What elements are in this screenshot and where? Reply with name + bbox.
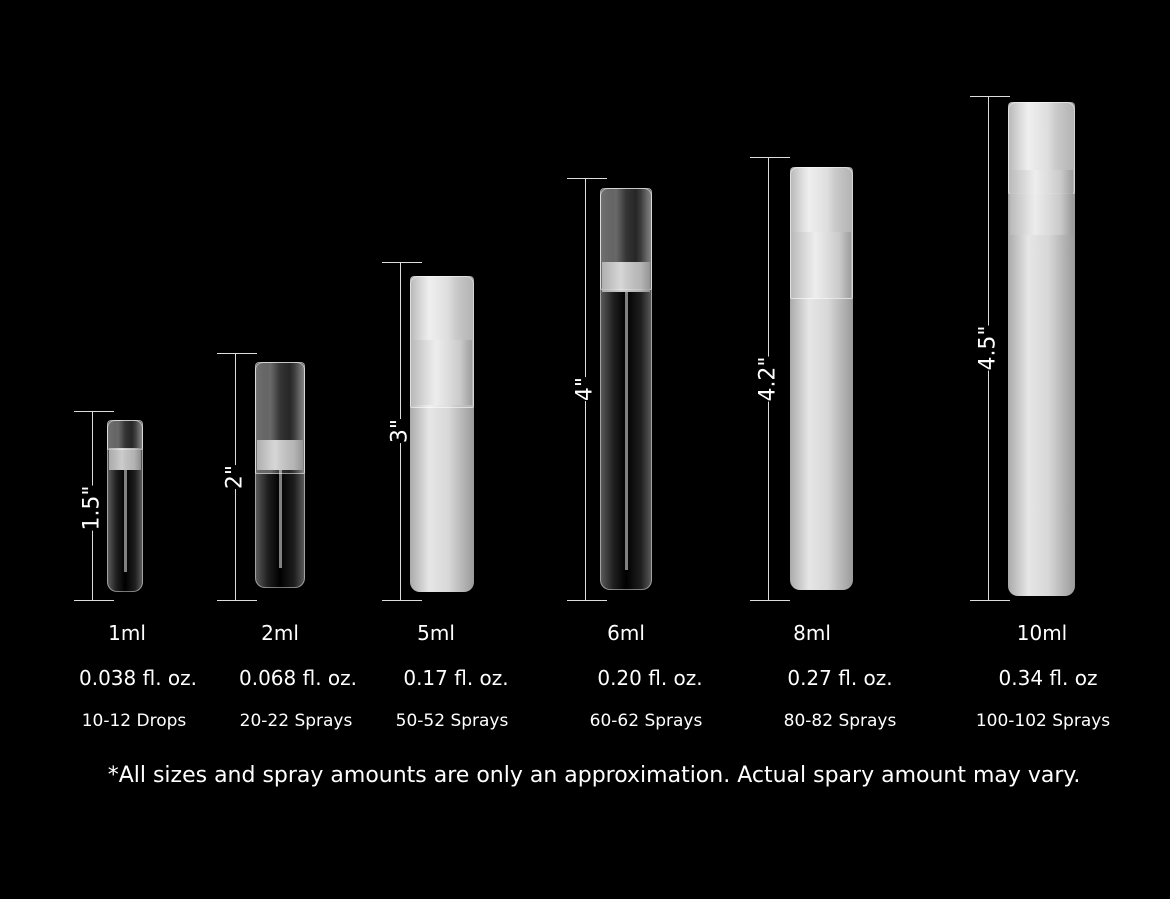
spray-collar: [412, 340, 472, 405]
measure-tick-bottom: [970, 600, 1010, 601]
label-amount: 50-52 Sprays: [395, 711, 509, 731]
height-label: 4.5": [971, 325, 1005, 371]
bottle-image: [1008, 102, 1075, 596]
bottle-image: [600, 188, 652, 590]
label-volume: 1ml: [108, 621, 146, 645]
label-fl-oz: 0.27 fl. oz.: [787, 666, 893, 690]
measure-tick-top: [217, 353, 257, 354]
label-fl-oz: 0.038 fl. oz.: [78, 666, 198, 690]
bottle-image: [107, 420, 143, 592]
label-fl-oz: 0.17 fl. oz.: [403, 666, 509, 690]
measure-tick-bottom: [750, 600, 790, 601]
label-fl-oz: 0.068 fl. oz.: [238, 666, 358, 690]
measure-tick-bottom: [567, 600, 607, 601]
spray-collar: [792, 232, 851, 298]
label-fl-oz: 0.20 fl. oz.: [597, 666, 703, 690]
bottle-body: [410, 276, 474, 592]
measure-tick-top: [382, 262, 422, 263]
label-volume: 5ml: [417, 621, 455, 645]
spray-collar: [1010, 170, 1073, 235]
spray-collar: [109, 448, 141, 470]
bottle-image: [790, 167, 853, 590]
measure-tick-top: [970, 96, 1010, 97]
measure-tick-top: [74, 411, 114, 412]
spray-collar: [602, 262, 650, 292]
measure-tick-bottom: [382, 600, 422, 601]
height-label: 4": [568, 376, 602, 402]
dip-tube: [124, 470, 127, 572]
measure-tick-bottom: [74, 600, 114, 601]
label-volume: 2ml: [261, 621, 299, 645]
label-amount: 10-12 Drops: [81, 711, 187, 731]
height-label: 4.2": [751, 355, 785, 402]
measure-tick-top: [750, 157, 790, 158]
dip-tube: [279, 470, 282, 568]
spray-collar: [257, 440, 303, 470]
footnote: *All sizes and spray amounts are only an…: [107, 763, 1081, 788]
dip-tube: [625, 292, 628, 570]
measure-tick-top: [567, 178, 607, 179]
label-amount: 100-102 Sprays: [975, 711, 1111, 731]
label-volume: 8ml: [793, 621, 831, 645]
bottle-image: [410, 276, 474, 592]
label-amount: 60-62 Sprays: [589, 711, 703, 731]
label-volume: 6ml: [607, 621, 645, 645]
height-label: 1.5": [75, 484, 109, 531]
label-fl-oz: 0.34 fl. oz: [998, 666, 1098, 690]
label-amount: 20-22 Sprays: [239, 711, 353, 731]
label-volume: 10ml: [1016, 621, 1068, 645]
measure-tick-bottom: [217, 600, 257, 601]
bottle-image: [255, 362, 305, 588]
cap: [107, 420, 143, 450]
height-label: 2": [218, 464, 252, 489]
label-amount: 80-82 Sprays: [783, 711, 897, 731]
